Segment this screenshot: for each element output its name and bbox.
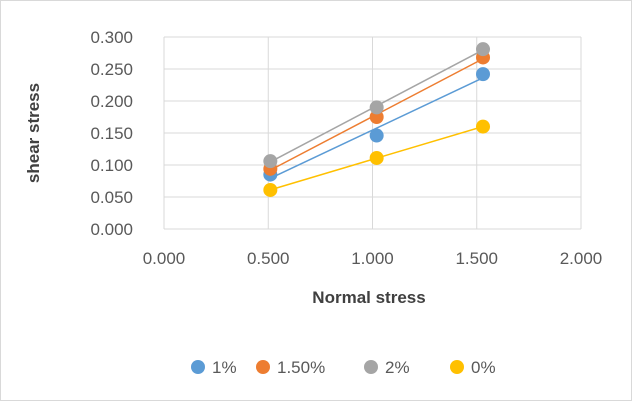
data-point-2 — [263, 154, 278, 169]
data-points — [263, 42, 491, 197]
y-tick-labels: 0.000 0.050 0.100 0.150 0.200 0.250 0.300 — [90, 28, 133, 239]
y-tick-label: 0.200 — [90, 92, 133, 111]
y-tick-label: 0.250 — [90, 60, 133, 79]
data-point-3 — [263, 182, 278, 197]
data-point-1 — [369, 110, 384, 124]
x-tick-label: 2.000 — [560, 249, 603, 268]
x-tick-labels: 0.000 0.500 1.000 1.500 2.000 — [143, 249, 603, 268]
x-axis-title: Normal stress — [312, 288, 425, 307]
gridlines — [163, 36, 582, 230]
legend-marker — [256, 360, 270, 374]
x-tick-label: 1.500 — [455, 249, 498, 268]
data-point-3 — [369, 150, 384, 165]
y-tick-label: 0.050 — [90, 188, 133, 207]
x-tick-label: 0.000 — [143, 249, 186, 268]
legend-label: 2% — [385, 358, 410, 377]
y-tick-label: 0.150 — [90, 124, 133, 143]
legend: 1% 1.50% 2% 0% — [191, 358, 496, 377]
data-point-0 — [369, 128, 384, 143]
x-tick-label: 0.500 — [247, 249, 290, 268]
legend-label: 0% — [471, 358, 496, 377]
data-point-3 — [476, 119, 491, 134]
y-tick-label: 0.000 — [90, 220, 133, 239]
data-point-2 — [476, 42, 491, 57]
legend-label: 1.50% — [277, 358, 325, 377]
y-tick-label: 0.100 — [90, 156, 133, 175]
legend-marker — [191, 360, 205, 374]
data-point-2 — [369, 100, 384, 115]
legend-marker — [364, 360, 378, 374]
y-tick-label: 0.300 — [90, 28, 133, 47]
legend-marker — [450, 360, 464, 374]
x-tick-label: 1.000 — [351, 249, 394, 268]
y-axis-title: shear stress — [24, 83, 43, 183]
trendline-0 — [270, 77, 484, 180]
data-point-0 — [476, 67, 491, 82]
legend-label: 1% — [212, 358, 237, 377]
